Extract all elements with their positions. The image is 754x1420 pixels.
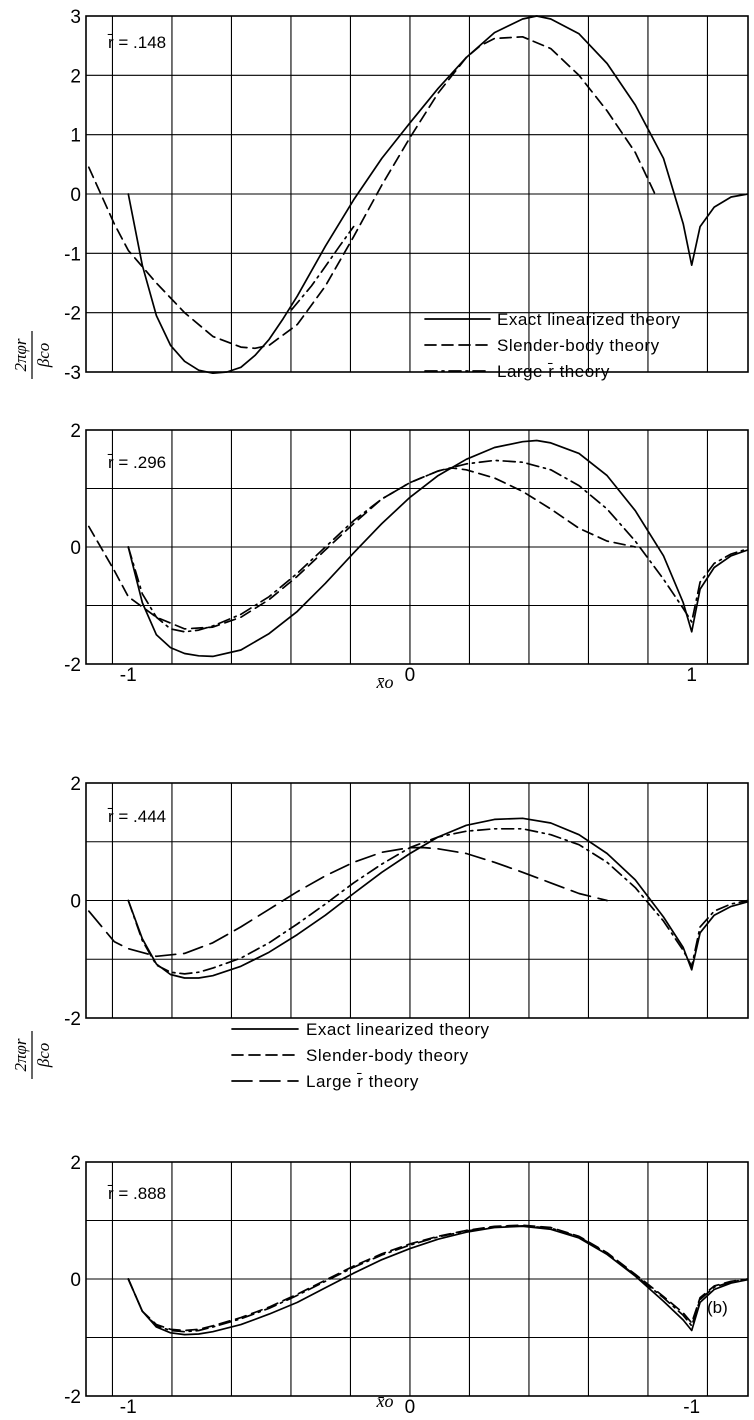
grid-2: [86, 430, 748, 664]
y-axis-label-upper-numerator: 2πφr: [11, 338, 30, 371]
series-3-longdash: [87, 846, 608, 958]
legend-1: Exact linearized theory Slender-body the…: [424, 310, 680, 381]
panel-3: r̄ = .444 2 0 -2: [64, 774, 749, 1030]
y-axis-label-upper-denominator: βco: [34, 343, 53, 369]
y-tick-label: 1: [70, 126, 81, 147]
y-tick-label: -1: [64, 244, 81, 265]
y-tick-label: 0: [70, 892, 81, 913]
y-tick-label: 0: [70, 1270, 81, 1291]
legend-2-item-1-label: Exact linearized theory: [306, 1020, 489, 1039]
grid-3: [86, 783, 748, 1018]
r-label-4: r̄ = .888: [107, 1184, 166, 1203]
series-1-solid: [127, 15, 748, 374]
x-tick-label: 0: [405, 665, 416, 686]
legend-1-item-3-label: Large r̄ theory: [497, 362, 610, 381]
legend-1-item-2-label: Slender-body theory: [497, 336, 660, 355]
r-label-1: r̄ = .148: [107, 33, 166, 52]
y-tick-label: -2: [64, 304, 81, 325]
x-tick-label: 1: [686, 665, 697, 686]
x-tick-label: -1: [120, 665, 137, 686]
x-tick-label: 0: [405, 1397, 416, 1418]
y-tick-label: 2: [70, 774, 81, 795]
series-4-solid: [127, 1225, 748, 1336]
plot-frame-2: [85, 429, 749, 665]
x-axis-label-upper: x̄o: [376, 672, 394, 692]
y-axis-label-lower: 2πφr βco: [11, 1031, 53, 1079]
y-tick-label: -2: [64, 655, 81, 676]
series-4-dashdot: [127, 1224, 748, 1333]
r-label-2: r̄ = .296: [107, 453, 166, 472]
r-label-3: r̄ = .444: [107, 807, 166, 826]
y-axis-label-upper: 2πφr βco: [11, 331, 53, 379]
series-2-dashed: [87, 467, 637, 630]
y-tick-label: 0: [70, 185, 81, 206]
panel-label-b: (b): [707, 1298, 728, 1317]
x-tick-label: -1: [683, 1397, 700, 1418]
legend-2: Exact linearized theory Slender-body the…: [231, 1020, 489, 1091]
y-tick-label: 0: [70, 538, 81, 559]
legend-1-item-1-label: Exact linearized theory: [497, 310, 680, 329]
x-axis-label-lower: x̄o: [376, 1391, 394, 1411]
panel-2: r̄ = .296 2 0 -2 -1 0 1: [64, 421, 749, 686]
y-tick-label: 3: [70, 7, 81, 28]
y-tick-label: 2: [70, 421, 81, 442]
legend-2-item-3-label: Large r̄ theory: [306, 1072, 419, 1091]
grid-4: [86, 1162, 748, 1396]
series-3-dashdot: [127, 827, 748, 975]
y-tick-label: 2: [70, 1153, 81, 1174]
series-1-dashdot: [290, 225, 355, 311]
series-2-dashdot: [127, 459, 748, 633]
legend-2-item-2-label: Slender-body theory: [306, 1046, 469, 1065]
series-1-dashed: [87, 35, 656, 350]
panel-1: r̄ = .148 3 2 1 0 -1 -2 -3: [64, 7, 749, 384]
y-tick-label: -2: [64, 1387, 81, 1408]
y-axis-label-lower-denominator: βco: [34, 1043, 53, 1069]
y-tick-label: -2: [64, 1009, 81, 1030]
series-2-solid: [127, 439, 748, 658]
series-4-dashed: [127, 1224, 748, 1332]
grid-1: [86, 16, 748, 372]
y-tick-label: 2: [70, 66, 81, 87]
y-axis-label-lower-numerator: 2πφr: [11, 1038, 30, 1071]
y-tick-label: -3: [64, 363, 81, 384]
panel-4: r̄ = .888 (b) 2 0 -2 -1 0 -1: [64, 1153, 749, 1418]
x-tick-label: -1: [120, 1397, 137, 1418]
